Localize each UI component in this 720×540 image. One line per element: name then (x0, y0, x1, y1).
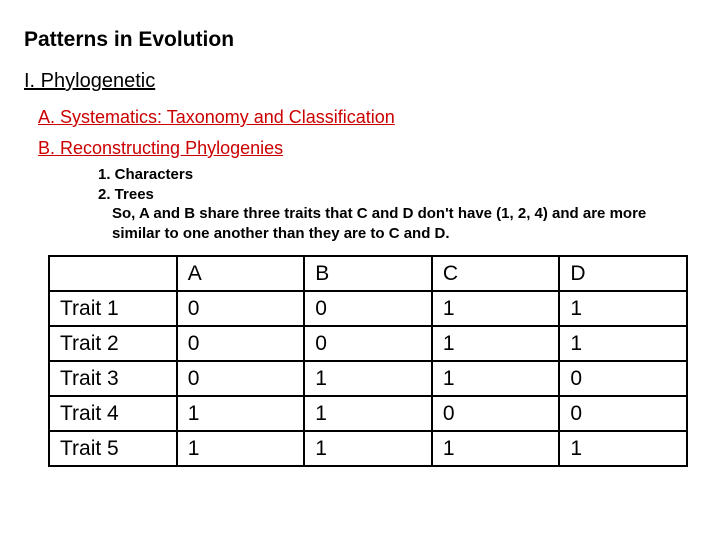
table-cell: 1 (177, 431, 305, 466)
subsection-b: B. Reconstructing Phylogenies (38, 138, 696, 159)
table-cell: 0 (177, 291, 305, 326)
table-cell (49, 256, 177, 291)
table-cell: 1 (432, 361, 560, 396)
table-cell: Trait 2 (49, 326, 177, 361)
table-row: Trait 5 1 1 1 1 (49, 431, 687, 466)
table-cell: 0 (432, 396, 560, 431)
table-cell: Trait 5 (49, 431, 177, 466)
subsection-a: A. Systematics: Taxonomy and Classificat… (38, 107, 696, 128)
table-cell: 1 (432, 291, 560, 326)
page-title: Patterns in Evolution (24, 28, 696, 52)
table-cell: C (432, 256, 560, 291)
note-line-3: So, A and B share three traits that C an… (112, 204, 666, 243)
table-cell: A (177, 256, 305, 291)
table-cell: Trait 3 (49, 361, 177, 396)
table-cell: 1 (432, 326, 560, 361)
table-cell: Trait 1 (49, 291, 177, 326)
section-heading: I. Phylogenetic (24, 70, 696, 93)
table-cell: 0 (304, 326, 432, 361)
table-cell: 0 (177, 326, 305, 361)
table-cell: 1 (432, 431, 560, 466)
table-row: A B C D (49, 256, 687, 291)
table-row: Trait 1 0 0 1 1 (49, 291, 687, 326)
table-row: Trait 4 1 1 0 0 (49, 396, 687, 431)
note-line-1: 1. Characters (98, 165, 666, 185)
note-line-2: 2. Trees (98, 185, 666, 205)
table-cell: 1 (304, 431, 432, 466)
table-cell: D (559, 256, 687, 291)
trait-table: A B C D Trait 1 0 0 1 1 Trait 2 0 0 1 1 … (48, 255, 688, 467)
table-cell: 0 (177, 361, 305, 396)
table-cell: B (304, 256, 432, 291)
notes-block: 1. Characters 2. Trees So, A and B share… (98, 165, 666, 243)
table-cell: Trait 4 (49, 396, 177, 431)
table-cell: 1 (559, 291, 687, 326)
table-cell: 0 (304, 291, 432, 326)
table-cell: 1 (559, 431, 687, 466)
table-row: Trait 3 0 1 1 0 (49, 361, 687, 396)
table-cell: 1 (559, 326, 687, 361)
table-cell: 0 (559, 361, 687, 396)
table-cell: 1 (177, 396, 305, 431)
table-cell: 1 (304, 396, 432, 431)
table-row: Trait 2 0 0 1 1 (49, 326, 687, 361)
table-cell: 1 (304, 361, 432, 396)
table-cell: 0 (559, 396, 687, 431)
